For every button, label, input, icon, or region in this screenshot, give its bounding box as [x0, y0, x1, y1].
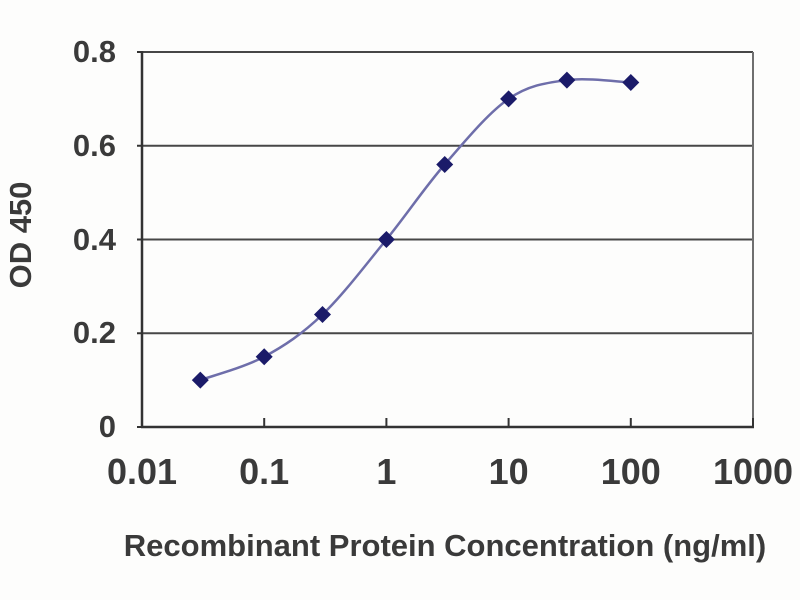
data-point-marker-0.3: [314, 306, 332, 323]
x-tick-label: 1: [376, 451, 397, 492]
data-point-marker-10: [500, 90, 518, 108]
data-point-marker-3: [436, 156, 454, 173]
data-point-marker-0.1: [255, 348, 273, 366]
x-axis-title: Recombinant Protein Concentration (ng/ml…: [123, 528, 767, 563]
data-point-marker-100: [622, 73, 640, 91]
y-tick-label: 0: [98, 409, 116, 444]
x-tick-label: 0.1: [239, 451, 290, 492]
data-point-marker-0.03: [191, 371, 209, 389]
y-tick-label: 0.2: [72, 315, 116, 351]
x-tick-label: 100: [600, 451, 661, 492]
x-tick-label: 10: [488, 451, 529, 492]
data-point-marker-30: [558, 71, 576, 89]
y-tick-label: 0.6: [72, 127, 116, 163]
series-line: [199, 78, 631, 382]
x-tick-label: 1000: [712, 451, 794, 492]
y-tick-label: 0.4: [72, 221, 116, 257]
y-axis-title: OD 450: [3, 181, 38, 289]
x-tick-label: 0.01: [106, 451, 178, 492]
data-point-marker-1: [377, 231, 395, 248]
y-tick-label: 0.8: [72, 34, 116, 69]
